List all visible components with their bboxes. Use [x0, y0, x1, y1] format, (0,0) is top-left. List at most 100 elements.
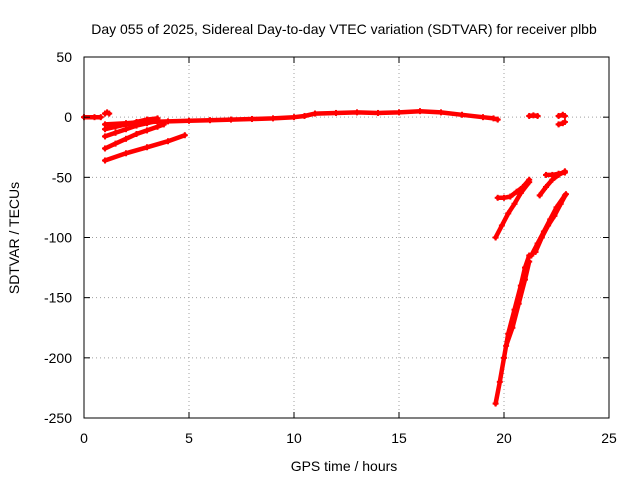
data-point: [123, 135, 129, 142]
data-point: [507, 193, 514, 200]
series-15: [526, 112, 541, 119]
data-point: [112, 129, 119, 136]
data-point: [102, 157, 108, 164]
data-point: [532, 248, 539, 255]
data-point: [207, 117, 213, 124]
data-point: [536, 192, 543, 199]
data-point: [557, 200, 564, 207]
y-tick-label: -50: [52, 169, 72, 185]
series-4: [102, 117, 161, 140]
data-point: [511, 200, 518, 207]
chart-title: Day 055 of 2025, Sidereal Day-to-day VTE…: [91, 21, 597, 37]
data-point: [562, 191, 569, 198]
data-point: [505, 210, 512, 217]
y-tick-label: 0: [64, 109, 72, 125]
data-point: [494, 116, 501, 123]
series-9: [492, 179, 533, 241]
data-point: [396, 109, 402, 116]
data-point: [513, 188, 520, 195]
x-tick-label: 20: [496, 430, 512, 446]
data-point: [490, 115, 497, 122]
data-point: [509, 324, 516, 331]
data-point: [494, 194, 501, 201]
y-axis-label: SDTVAR / TECUs: [6, 182, 22, 294]
series-10: [494, 176, 533, 201]
data-point: [480, 114, 486, 121]
data-point: [459, 111, 465, 118]
data-point: [102, 145, 108, 152]
data-point: [354, 109, 360, 116]
data-point: [270, 115, 276, 122]
series-line: [543, 170, 568, 178]
data-point: [528, 252, 535, 259]
data-point: [561, 169, 568, 176]
data-point: [543, 183, 549, 190]
data-point: [112, 123, 119, 130]
data-point: [522, 276, 528, 283]
data-point: [492, 234, 499, 241]
data-point: [545, 222, 552, 229]
data-point: [551, 212, 558, 219]
x-tick-label: 15: [391, 430, 407, 446]
data-point: [503, 342, 510, 349]
data-point: [165, 138, 171, 145]
data-point: [133, 122, 140, 129]
x-tick-label: 0: [80, 430, 88, 446]
data-point: [501, 354, 507, 361]
data-point: [144, 127, 150, 134]
data-point: [555, 121, 562, 128]
y-tick-label: -200: [44, 350, 72, 366]
data-point: [555, 112, 562, 119]
series-line: [493, 253, 532, 406]
data-point: [543, 171, 549, 178]
x-tick-label: 5: [185, 430, 193, 446]
data-point: [154, 117, 161, 124]
data-point: [228, 116, 234, 123]
data-point: [144, 120, 150, 127]
data-point: [333, 109, 339, 116]
data-point: [97, 114, 104, 121]
data-point: [561, 112, 568, 119]
data-point: [160, 121, 167, 128]
data-point: [301, 112, 308, 119]
data-point: [91, 114, 98, 121]
data-point: [501, 194, 507, 201]
data-point: [515, 300, 522, 307]
data-point: [102, 126, 108, 133]
data-point: [181, 132, 188, 139]
ticks: 0 5 10 15 20 25 50 0 -50 -100 -150 -200 -250: [44, 49, 617, 446]
data-point: [549, 171, 556, 178]
data-point: [561, 118, 568, 125]
data-point: [133, 131, 140, 138]
series-line: [493, 179, 532, 240]
x-axis-label: GPS time / hours: [291, 458, 398, 474]
data-point: [154, 123, 161, 130]
data-point: [417, 108, 423, 115]
x-tick-label: 10: [286, 430, 302, 446]
series-14: [543, 169, 568, 178]
y-tick-label: -150: [44, 290, 72, 306]
data-point: [375, 109, 381, 116]
data-point: [498, 222, 505, 229]
data-point: [538, 234, 545, 241]
series-16: [555, 111, 568, 119]
data-point: [526, 258, 533, 265]
data-point: [496, 378, 503, 385]
data-point: [123, 126, 129, 133]
data-point: [186, 117, 192, 124]
data-point: [249, 115, 255, 122]
y-tick-label: -250: [44, 410, 72, 426]
data-point: [144, 144, 150, 151]
series-12: [532, 191, 569, 255]
data-point: [291, 114, 297, 121]
data-point: [165, 118, 171, 125]
data-point: [106, 110, 113, 117]
data-point: [492, 400, 499, 407]
series-layer: [81, 108, 569, 407]
data-point: [312, 110, 318, 117]
data-point: [534, 112, 541, 119]
series-5: [102, 121, 167, 152]
series-6: [102, 132, 188, 164]
y-tick-label: 50: [56, 49, 72, 65]
